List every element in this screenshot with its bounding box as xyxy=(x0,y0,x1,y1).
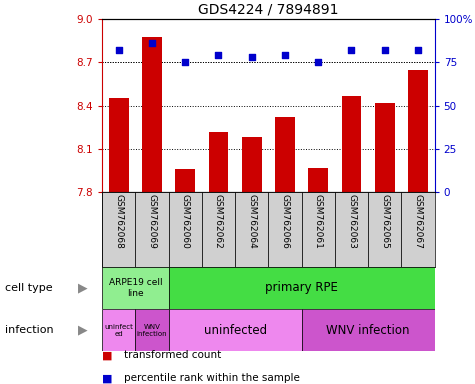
Text: uninfect
ed: uninfect ed xyxy=(104,324,133,337)
Point xyxy=(348,47,355,53)
Text: GSM762060: GSM762060 xyxy=(181,194,190,249)
Text: GSM762064: GSM762064 xyxy=(247,194,256,249)
Bar xyxy=(102,192,135,267)
Point xyxy=(248,54,256,60)
Text: uninfected: uninfected xyxy=(204,324,266,337)
Bar xyxy=(275,117,295,192)
Bar xyxy=(368,192,401,267)
Bar xyxy=(175,169,195,192)
Text: cell type: cell type xyxy=(5,283,52,293)
Text: GSM762065: GSM762065 xyxy=(380,194,389,249)
Text: GSM762066: GSM762066 xyxy=(281,194,289,249)
Text: GSM762068: GSM762068 xyxy=(114,194,123,249)
Bar xyxy=(335,192,368,267)
Point xyxy=(314,60,322,66)
Bar xyxy=(169,192,202,267)
Point xyxy=(414,47,422,53)
Point xyxy=(281,53,289,59)
Text: ■: ■ xyxy=(102,350,116,360)
Bar xyxy=(375,103,395,192)
Bar xyxy=(401,192,435,267)
Bar xyxy=(268,192,302,267)
Text: GSM762063: GSM762063 xyxy=(347,194,356,249)
Bar xyxy=(102,309,135,351)
Text: WNV
infection: WNV infection xyxy=(137,324,167,337)
Text: ▶: ▶ xyxy=(78,324,88,337)
Bar xyxy=(135,192,169,267)
Text: GSM762067: GSM762067 xyxy=(414,194,422,249)
Bar xyxy=(209,131,228,192)
Bar xyxy=(169,309,302,351)
Text: GSM762069: GSM762069 xyxy=(148,194,156,249)
Bar xyxy=(308,167,328,192)
Point xyxy=(181,60,189,66)
Text: WNV infection: WNV infection xyxy=(326,324,410,337)
Text: GSM762061: GSM762061 xyxy=(314,194,323,249)
Bar xyxy=(102,267,169,309)
Bar xyxy=(302,192,335,267)
Text: GSM762062: GSM762062 xyxy=(214,194,223,249)
Point xyxy=(381,47,389,53)
Bar xyxy=(135,309,169,351)
Bar xyxy=(302,309,435,351)
Title: GDS4224 / 7894891: GDS4224 / 7894891 xyxy=(198,3,339,17)
Text: transformed count: transformed count xyxy=(124,350,221,360)
Bar xyxy=(342,96,361,192)
Bar xyxy=(109,98,129,192)
Bar xyxy=(408,70,428,192)
Text: ▶: ▶ xyxy=(78,281,88,295)
Bar xyxy=(242,137,262,192)
Bar xyxy=(235,192,268,267)
Bar xyxy=(169,267,435,309)
Text: ■: ■ xyxy=(102,373,116,383)
Point xyxy=(215,53,222,59)
Text: ARPE19 cell
line: ARPE19 cell line xyxy=(109,278,162,298)
Text: primary RPE: primary RPE xyxy=(265,281,338,295)
Bar xyxy=(142,37,162,192)
Text: infection: infection xyxy=(5,325,53,335)
Point xyxy=(115,47,123,53)
Text: percentile rank within the sample: percentile rank within the sample xyxy=(124,373,299,383)
Bar xyxy=(202,192,235,267)
Point xyxy=(148,40,156,46)
